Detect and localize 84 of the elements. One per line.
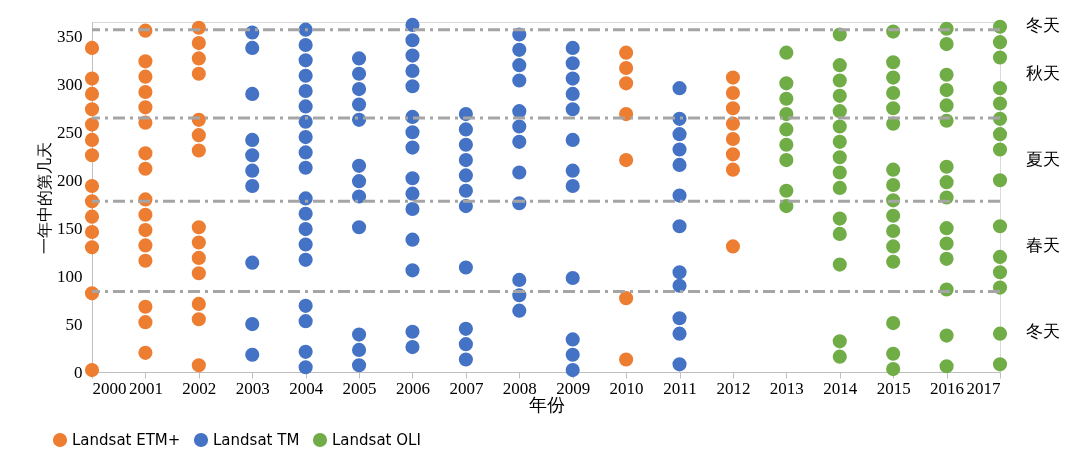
- x-tick-label: 2004: [289, 378, 324, 398]
- text: 夏天: [1026, 148, 1060, 169]
- point: [138, 345, 153, 360]
- point: [84, 132, 100, 147]
- point: [725, 70, 741, 85]
- point: [84, 102, 100, 117]
- point: [725, 116, 741, 131]
- point: [138, 238, 153, 253]
- legend-label: Landsat OLI: [332, 431, 421, 449]
- x-tick-label: 2011: [663, 378, 697, 398]
- point: [84, 209, 100, 224]
- point: [619, 153, 634, 168]
- point: [138, 299, 153, 314]
- x-tick-label: 2003: [235, 378, 270, 398]
- point: [84, 363, 100, 378]
- point: [619, 60, 634, 76]
- point: [725, 85, 741, 101]
- point: [191, 220, 206, 235]
- point: [138, 207, 153, 222]
- y-tick-label: 300: [57, 74, 83, 94]
- point: [191, 66, 206, 81]
- point: [138, 100, 153, 115]
- point: [191, 235, 206, 250]
- point: [84, 224, 100, 240]
- point: [138, 253, 153, 268]
- point: [138, 223, 153, 238]
- text: 冬天: [1026, 14, 1060, 35]
- point: [619, 76, 634, 91]
- legend-label: Landsat TM: [213, 431, 300, 449]
- point: [191, 51, 206, 66]
- x-tick-label: 2007: [449, 378, 484, 398]
- point: [191, 296, 206, 311]
- point: [138, 146, 153, 161]
- y-axis-title: 一年中的第几天: [35, 141, 54, 254]
- y-tick-label: 150: [57, 218, 83, 238]
- point: [84, 71, 100, 86]
- x-tick-label: 2010: [609, 378, 644, 398]
- point: [191, 36, 206, 51]
- point: [138, 315, 153, 330]
- point: [619, 291, 634, 306]
- point: [619, 352, 634, 367]
- x-tick-label: 2016: [930, 378, 965, 398]
- y-tick-label: 0: [74, 362, 83, 382]
- point: [725, 101, 741, 116]
- point: [191, 312, 206, 327]
- x-tick-label: 2005: [342, 378, 377, 398]
- point: [138, 69, 153, 84]
- x-tick-label: 2012: [716, 378, 751, 398]
- point: [725, 147, 741, 162]
- legend-label: Landsat ETM+: [72, 431, 181, 449]
- point: [191, 128, 206, 143]
- x-tick-label: 2006: [395, 378, 430, 398]
- x-tick-label: 2002: [182, 378, 217, 398]
- x-tick-label: 2000: [92, 378, 127, 398]
- point: [138, 161, 153, 176]
- x-tick-label: 2013: [769, 378, 804, 398]
- y-tick-label: 250: [57, 122, 83, 142]
- point: [619, 45, 634, 60]
- point: [84, 40, 100, 55]
- point: [84, 148, 100, 163]
- y-tick-label: 350: [57, 26, 83, 46]
- point: [725, 131, 741, 147]
- text: 冬天: [1026, 320, 1060, 341]
- y-tick-label: 100: [57, 266, 83, 286]
- y-tick-label: 50: [65, 314, 83, 334]
- point: [725, 162, 741, 177]
- point: [138, 54, 153, 69]
- point: [84, 178, 100, 194]
- y-tick-label: 200: [57, 170, 83, 190]
- x-tick-label: 2015: [876, 378, 911, 398]
- point: [191, 143, 206, 158]
- x-tick-label: 2014: [823, 378, 858, 398]
- point: [84, 240, 100, 255]
- point: [725, 239, 741, 254]
- point: [191, 250, 206, 265]
- point: [191, 266, 206, 281]
- text: 春天: [1026, 235, 1060, 256]
- text: 秋天: [1026, 62, 1060, 83]
- x-tick-label: 2001: [128, 378, 163, 398]
- x-tick-label: 2017: [966, 378, 1001, 398]
- point: [138, 84, 153, 100]
- point: [84, 86, 100, 101]
- point: [84, 117, 100, 132]
- point: [191, 358, 206, 373]
